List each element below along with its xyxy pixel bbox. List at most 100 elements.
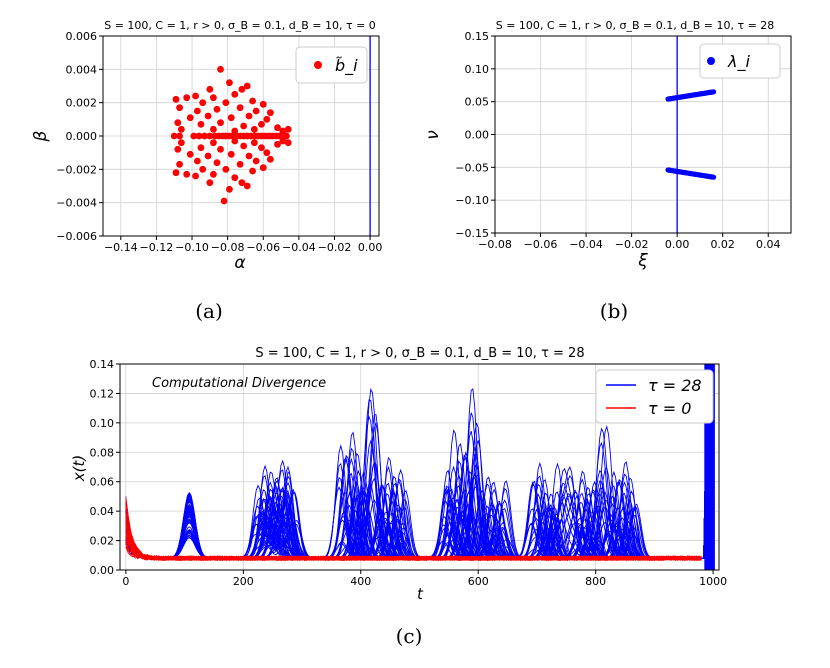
panel-a-point — [259, 100, 267, 108]
panel-a-point — [213, 105, 221, 113]
panel-a-point — [210, 125, 217, 133]
panel-a-point — [279, 137, 287, 145]
panel-c-divergence-block — [704, 364, 715, 570]
panel-a-title: S = 100, C = 1, r > 0, σ_B = 0.1, d_B = … — [104, 19, 376, 32]
pc-ytick-label: 0.12 — [90, 387, 115, 400]
panel-a-legend-box — [295, 46, 368, 84]
pa-ytick-label: 0.006 — [66, 30, 98, 43]
pa-xtick-label: 0.00 — [358, 241, 383, 254]
pc-xtick-label: 0 — [122, 575, 129, 588]
panel-a-point — [183, 94, 191, 102]
panel-a-point — [222, 99, 230, 107]
panel-b-point-lower — [710, 174, 717, 180]
panel-a: S = 100, C = 1, r > 0, σ_B = 0.1, d_B = … — [31, 19, 382, 273]
panel-a-x-ticks: −0.14 −0.12 −0.10 −0.08 −0.06 −0.04 −0.02 0.00 — [104, 236, 382, 254]
panel-c-xlabel: t — [417, 585, 424, 603]
panel-a-point — [274, 124, 281, 132]
panel-b-legend: λ_i — [699, 43, 781, 79]
panel-a-point — [217, 119, 224, 127]
panel-a-point — [279, 127, 287, 135]
panel-a-point — [227, 114, 235, 122]
panel-b: S = 100, C = 1, r > 0, σ_B = 0.1, d_B = … — [423, 19, 792, 271]
pa-ytick-label: −0.004 — [56, 197, 97, 210]
panel-a-point — [172, 169, 180, 177]
panel-a-point — [226, 185, 233, 193]
pc-ytick-label: 0.06 — [90, 476, 115, 489]
panel-a-point — [210, 170, 217, 178]
panel-a-point — [258, 120, 265, 128]
pb-ytick-label: −0.05 — [455, 161, 489, 174]
panel-a-point — [190, 132, 198, 140]
panel-a-point — [172, 95, 180, 103]
panel-c-legend: τ = 28 τ = 0 — [595, 369, 714, 424]
pa-xtick-label: −0.12 — [140, 241, 174, 254]
pb-xtick-label: −0.02 — [615, 238, 649, 251]
pc-ytick-label: 0.00 — [90, 564, 115, 577]
pc-ytick-label: 0.02 — [90, 535, 115, 548]
panel-a-point — [174, 119, 182, 127]
panel-a-legend-marker — [314, 61, 322, 69]
panel-a-legend-label: b̃_i — [335, 56, 358, 76]
panel-c-line-red — [125, 528, 702, 562]
pb-xtick-label: −0.06 — [524, 238, 558, 251]
panel-a-point — [195, 132, 203, 140]
panel-a-point — [245, 112, 253, 120]
pb-xtick-label: −0.04 — [569, 238, 603, 251]
panel-a-point — [197, 144, 205, 152]
panel-a-legend: b̃_i — [295, 46, 368, 84]
pc-ytick-label: 0.10 — [90, 417, 115, 430]
pb-xtick-label: 0.02 — [710, 238, 735, 251]
panel-a-point — [250, 125, 258, 133]
panel-a-point — [258, 144, 265, 152]
pc-ytick-label: 0.08 — [90, 446, 115, 459]
panel-a-point — [186, 114, 194, 122]
pc-xtick-label: 600 — [468, 575, 489, 588]
panel-b-xlabel: ξ — [637, 251, 648, 271]
panel-c-y-ticks: 0.00 0.02 0.04 0.06 0.08 0.10 0.12 0.14 — [90, 358, 120, 577]
panel-c-frame — [119, 363, 720, 571]
pc-ytick-label: 0.04 — [90, 505, 115, 518]
pc-xtick-label: 200 — [233, 575, 254, 588]
panel-a-point — [193, 107, 201, 115]
panel-a-point — [176, 104, 183, 112]
panel-a-point — [199, 165, 207, 173]
pa-ytick-label: −0.002 — [56, 163, 97, 176]
panel-a-point — [217, 145, 224, 153]
caption-a: (a) — [195, 299, 223, 323]
panel-a-point — [240, 122, 248, 130]
panel-a-point — [201, 132, 208, 140]
panel-a-point — [231, 90, 239, 98]
panel-a-point — [174, 145, 182, 153]
panel-a-point — [220, 197, 228, 205]
pb-ytick-label: 0.05 — [465, 96, 490, 109]
panel-c-legend-box — [595, 369, 714, 424]
panel-a-point — [238, 179, 246, 187]
panel-b-legend-box — [699, 43, 781, 79]
panel-c-annotation: Computational Divergence — [152, 376, 326, 391]
panel-b-point-upper — [710, 89, 717, 95]
panel-a-point — [231, 137, 239, 145]
panel-c-ylabel: x(t) — [70, 455, 88, 482]
panel-a-point — [274, 140, 281, 148]
panel-a-point — [204, 152, 212, 160]
panel-a-point — [192, 172, 199, 180]
panel-a-point — [243, 182, 251, 190]
panel-b-x-ticks: −0.08 −0.06 −0.04 −0.02 0.00 0.02 0.04 — [478, 233, 780, 251]
caption-b: (b) — [600, 299, 628, 323]
panel-a-point — [231, 174, 239, 182]
panel-a-ylabel: β — [31, 130, 51, 142]
panel-a-point — [206, 132, 214, 140]
panel-a-point — [263, 149, 271, 157]
pa-xtick-label: −0.06 — [246, 241, 280, 254]
panel-a-point — [210, 94, 217, 102]
panel-a-point — [226, 79, 233, 87]
panel-a-y-ticks: −0.006 −0.004 −0.002 0.000 0.002 0.004 0.006 — [56, 30, 103, 243]
panel-a-point — [252, 157, 260, 165]
panel-a-point — [193, 157, 201, 165]
panel-c-lines — [125, 363, 715, 570]
panel-a-point — [199, 99, 207, 107]
panel-a-point — [252, 107, 260, 115]
panel-a-point — [245, 152, 253, 160]
panel-a-point — [183, 170, 191, 178]
pc-xtick-label: 1000 — [699, 575, 727, 588]
